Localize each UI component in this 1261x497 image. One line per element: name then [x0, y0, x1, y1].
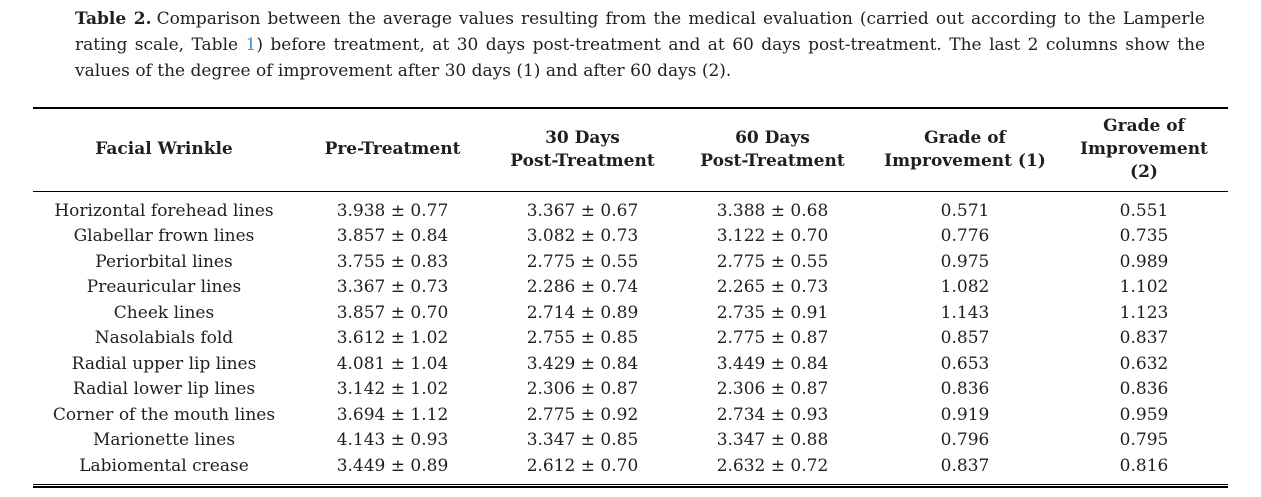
- cell-pre-treatment: 3.367 ± 0.73: [336, 277, 449, 297]
- cell-facial-wrinkle: Labiomental crease: [79, 455, 249, 476]
- cell-grade-improvement-2: 1.102: [1119, 277, 1169, 297]
- cell-grade-improvement-1: 1.082: [940, 277, 990, 297]
- table1-ref-link[interactable]: 1: [245, 35, 257, 55]
- cell-60-days-post: 2.306 ± 0.87: [716, 379, 829, 399]
- col-header-grade-improvement-2: Grade of Improvement (2): [1060, 108, 1228, 192]
- cell-pre-treatment: 3.857 ± 0.84: [336, 226, 449, 246]
- cell-pre-treatment: 3.142 ± 1.02: [336, 379, 449, 399]
- cell-grade-improvement-2: 0.836: [1119, 379, 1169, 399]
- results-table-wrap: Facial Wrinkle Pre-Treatment 30 Days Pos…: [33, 107, 1228, 488]
- table-row: Glabellar frown lines 3.857 ± 0.84 3.082…: [33, 224, 1228, 250]
- cell-facial-wrinkle: Horizontal forehead lines: [54, 200, 274, 221]
- cell-grade-improvement-1: 0.776: [940, 226, 990, 246]
- cell-grade-improvement-2: 0.989: [1119, 251, 1169, 272]
- cell-grade-improvement-2: 0.735: [1119, 226, 1169, 246]
- table-caption: Table 2. Comparison between the average v…: [75, 6, 1205, 84]
- cell-pre-treatment: 4.081 ± 1.04: [336, 353, 449, 374]
- results-table: Facial Wrinkle Pre-Treatment 30 Days Pos…: [33, 107, 1228, 484]
- table-row: Radial lower lip lines 3.142 ± 1.02 2.30…: [33, 377, 1228, 403]
- col-header-pre-treatment: Pre-Treatment: [295, 108, 490, 192]
- cell-grade-improvement-2: 0.837: [1119, 328, 1169, 348]
- cell-grade-improvement-1: 0.919: [940, 404, 990, 425]
- cell-pre-treatment: 3.755 ± 0.83: [336, 251, 449, 272]
- caption-text-before-link: Comparison between the average values re…: [75, 9, 1205, 55]
- cell-pre-treatment: 4.143 ± 0.93: [336, 430, 449, 450]
- caption-text-after-link: ) before treatment, at 30 days post-trea…: [75, 35, 1206, 81]
- cell-facial-wrinkle: Nasolabials fold: [94, 328, 234, 348]
- cell-grade-improvement-1: 0.571: [940, 200, 990, 221]
- cell-grade-improvement-2: 0.795: [1119, 430, 1169, 450]
- cell-60-days-post: 2.775 ± 0.87: [716, 328, 829, 348]
- cell-30-days-post: 3.367 ± 0.67: [526, 200, 639, 221]
- cell-30-days-post: 2.775 ± 0.55: [526, 251, 639, 272]
- cell-grade-improvement-1: 0.653: [940, 353, 990, 374]
- table-bottom-rule: [33, 484, 1228, 488]
- table-row: Corner of the mouth lines 3.694 ± 1.12 2…: [33, 403, 1228, 429]
- cell-30-days-post: 2.775 ± 0.92: [526, 404, 639, 425]
- cell-60-days-post: 3.388 ± 0.68: [716, 200, 829, 221]
- cell-facial-wrinkle: Glabellar frown lines: [73, 226, 255, 246]
- cell-pre-treatment: 3.449 ± 0.89: [336, 455, 449, 476]
- cell-grade-improvement-2: 0.632: [1119, 353, 1169, 374]
- cell-facial-wrinkle: Cheek lines: [113, 302, 215, 323]
- cell-60-days-post: 3.449 ± 0.84: [716, 353, 829, 374]
- col-header-facial-wrinkle: Facial Wrinkle: [33, 108, 295, 192]
- cell-pre-treatment: 3.857 ± 0.70: [336, 302, 449, 323]
- cell-30-days-post: 3.347 ± 0.85: [526, 430, 639, 450]
- cell-grade-improvement-2: 1.123: [1119, 302, 1169, 323]
- table-row: Radial upper lip lines 4.081 ± 1.04 3.42…: [33, 352, 1228, 378]
- table-row: Marionette lines 4.143 ± 0.93 3.347 ± 0.…: [33, 428, 1228, 454]
- cell-30-days-post: 2.755 ± 0.85: [526, 328, 639, 348]
- cell-grade-improvement-1: 0.975: [940, 251, 990, 272]
- cell-facial-wrinkle: Radial upper lip lines: [71, 353, 257, 374]
- cell-facial-wrinkle: Preauricular lines: [86, 277, 242, 297]
- cell-pre-treatment: 3.694 ± 1.12: [336, 404, 449, 425]
- cell-60-days-post: 2.734 ± 0.93: [716, 404, 829, 425]
- cell-60-days-post: 2.735 ± 0.91: [716, 302, 829, 323]
- cell-facial-wrinkle: Marionette lines: [92, 430, 236, 450]
- cell-pre-treatment: 3.938 ± 0.77: [336, 200, 449, 221]
- cell-grade-improvement-2: 0.551: [1119, 200, 1169, 221]
- cell-30-days-post: 3.429 ± 0.84: [526, 353, 639, 374]
- col-header-grade-improvement-1: Grade of Improvement (1): [870, 108, 1060, 192]
- cell-30-days-post: 2.286 ± 0.74: [526, 277, 639, 297]
- cell-30-days-post: 2.306 ± 0.87: [526, 379, 639, 399]
- cell-grade-improvement-1: 0.796: [940, 430, 990, 450]
- cell-60-days-post: 3.347 ± 0.88: [716, 430, 829, 450]
- cell-facial-wrinkle: Radial lower lip lines: [72, 379, 256, 399]
- cell-facial-wrinkle: Periorbital lines: [95, 251, 233, 272]
- cell-30-days-post: 3.082 ± 0.73: [526, 226, 639, 246]
- cell-60-days-post: 2.775 ± 0.55: [716, 251, 829, 272]
- table-row: Nasolabials fold 3.612 ± 1.02 2.755 ± 0.…: [33, 326, 1228, 352]
- table-row: Cheek lines 3.857 ± 0.70 2.714 ± 0.89 2.…: [33, 301, 1228, 327]
- table-row: Periorbital lines 3.755 ± 0.83 2.775 ± 0…: [33, 250, 1228, 276]
- table-row: Labiomental crease 3.449 ± 0.89 2.612 ± …: [33, 454, 1228, 485]
- cell-60-days-post: 3.122 ± 0.70: [716, 226, 829, 246]
- caption-label: Table 2.: [75, 9, 152, 29]
- cell-grade-improvement-1: 0.836: [940, 379, 990, 399]
- table-body: Horizontal forehead lines 3.938 ± 0.77 3…: [33, 191, 1228, 484]
- header-row: Facial Wrinkle Pre-Treatment 30 Days Pos…: [33, 108, 1228, 192]
- cell-grade-improvement-2: 0.816: [1119, 455, 1169, 476]
- cell-60-days-post: 2.265 ± 0.73: [716, 277, 829, 297]
- cell-grade-improvement-2: 0.959: [1119, 404, 1169, 425]
- cell-grade-improvement-1: 0.857: [940, 328, 990, 348]
- cell-facial-wrinkle: Corner of the mouth lines: [52, 404, 276, 425]
- cell-grade-improvement-1: 1.143: [940, 302, 990, 323]
- table-row: Horizontal forehead lines 3.938 ± 0.77 3…: [33, 191, 1228, 224]
- table-row: Preauricular lines 3.367 ± 0.73 2.286 ± …: [33, 275, 1228, 301]
- cell-60-days-post: 2.632 ± 0.72: [716, 455, 829, 476]
- cell-grade-improvement-1: 0.837: [940, 455, 990, 476]
- col-header-60-days-post: 60 Days Post-Treatment: [675, 108, 870, 192]
- cell-30-days-post: 2.612 ± 0.70: [526, 455, 639, 476]
- cell-pre-treatment: 3.612 ± 1.02: [336, 328, 449, 348]
- col-header-30-days-post: 30 Days Post-Treatment: [490, 108, 675, 192]
- cell-30-days-post: 2.714 ± 0.89: [526, 302, 639, 323]
